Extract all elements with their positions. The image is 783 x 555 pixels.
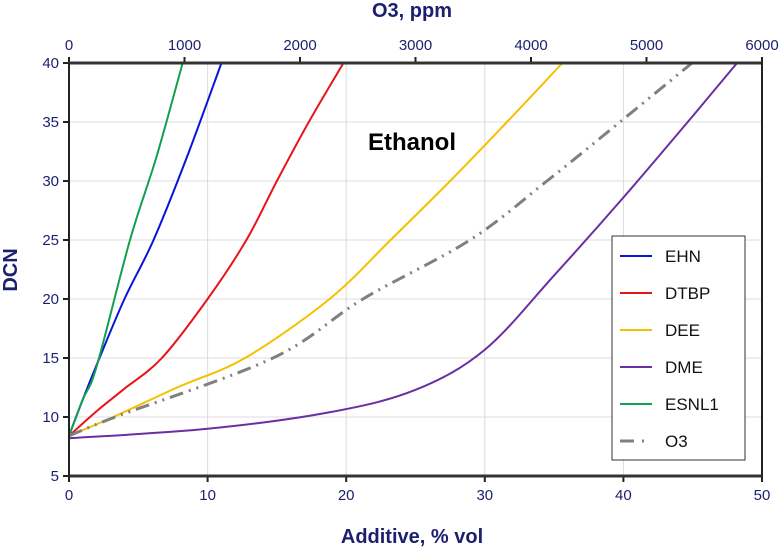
legend-label: DME bbox=[665, 358, 703, 377]
y-tick-label: 15 bbox=[42, 350, 59, 367]
series-line-dme bbox=[68, 62, 738, 440]
y-axis-label: DCN bbox=[0, 248, 22, 291]
y-tick-label: 35 bbox=[42, 114, 59, 131]
y-tick-label: 20 bbox=[42, 291, 59, 308]
x2-tick-label: 6000 bbox=[745, 37, 778, 54]
y-tick-label: 10 bbox=[42, 409, 59, 426]
x2-tick-label: 2000 bbox=[283, 37, 316, 54]
x-tick-label: 40 bbox=[615, 487, 632, 504]
x-tick-label: 20 bbox=[338, 487, 355, 504]
x2-tick-label: 4000 bbox=[514, 37, 547, 54]
series-line-o3 bbox=[68, 61, 693, 438]
legend-box bbox=[611, 235, 746, 461]
legend-label: EHN bbox=[665, 247, 701, 266]
series-line-dtbp bbox=[68, 62, 345, 437]
x-tick-label: 0 bbox=[65, 487, 73, 504]
x2-tick-label: 5000 bbox=[630, 37, 663, 54]
x2-tick-label: 3000 bbox=[399, 37, 432, 54]
legend-label: DTBP bbox=[665, 284, 710, 303]
x-axis-label: Additive, % vol bbox=[341, 526, 483, 548]
legend-label: O3 bbox=[665, 432, 688, 451]
x2-axis-label: O3, ppm bbox=[372, 0, 452, 22]
series-layer bbox=[68, 61, 738, 440]
legend-label: ESNL1 bbox=[665, 395, 719, 414]
x2-tick-label: 1000 bbox=[168, 37, 201, 54]
tick-labels: 0 10 20 30 40 50 0 1000 2000 3000 4000 5000 6000 5 10 1… bbox=[42, 37, 778, 504]
y-tick-label: 25 bbox=[42, 232, 59, 249]
x-tick-label: 30 bbox=[476, 487, 493, 504]
y-tick-label: 5 bbox=[51, 468, 59, 485]
legend-label: DEE bbox=[665, 321, 700, 340]
x-tick-label: 50 bbox=[754, 487, 771, 504]
x2-tick-label: 0 bbox=[65, 37, 73, 54]
y-tick-label: 30 bbox=[42, 173, 59, 190]
plot-frame bbox=[63, 57, 763, 482]
series-line-dee bbox=[68, 62, 564, 437]
y-tick-label: 40 bbox=[42, 55, 59, 72]
series-line-esnl1 bbox=[68, 62, 184, 437]
legend: EHN DTBP DEE DME ESNL1 O3 bbox=[611, 235, 746, 461]
x-tick-label: 10 bbox=[199, 487, 216, 504]
chart-annotation: Ethanol bbox=[368, 129, 456, 156]
